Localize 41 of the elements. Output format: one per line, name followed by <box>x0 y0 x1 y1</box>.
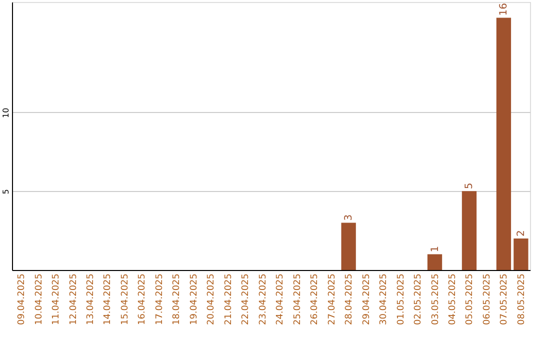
x-tick-label: 26.04.2025 <box>310 274 320 326</box>
x-tick-label: 02.05.2025 <box>414 274 424 326</box>
x-tick-label: 07.05.2025 <box>500 274 510 326</box>
data-label: 5 <box>464 182 476 190</box>
data-label: 2 <box>516 230 527 236</box>
data-label: 16 <box>498 3 510 16</box>
x-tick-label: 18.04.2025 <box>172 274 182 326</box>
x-tick-label: 11.04.2025 <box>52 274 62 326</box>
x-tick-label: 24.04.2025 <box>276 274 286 326</box>
x-tick-label: 09.04.2025 <box>17 274 28 326</box>
x-tick-label: 22.04.2025 <box>241 274 252 326</box>
x-tick-label: 15.04.2025 <box>120 274 130 326</box>
bar <box>496 18 512 270</box>
x-tick-label: 14.04.2025 <box>103 274 114 326</box>
x-tick-label: 05.05.2025 <box>465 274 476 326</box>
data-label: 3 <box>344 214 355 221</box>
x-tick-label: 12.04.2025 <box>68 274 79 326</box>
x-tick-label: 20.04.2025 <box>206 274 217 326</box>
x-tick-label: 08.05.2025 <box>516 274 527 326</box>
bar <box>427 254 442 270</box>
bar <box>341 222 356 270</box>
x-tick-label: 30.04.2025 <box>379 274 390 326</box>
bar <box>462 191 477 270</box>
x-tick-label: 25.04.2025 <box>292 274 303 326</box>
x-tick-label: 23.04.2025 <box>258 274 268 326</box>
x-tick-label: 27.04.2025 <box>327 274 338 326</box>
data-label: 1 <box>430 246 441 252</box>
x-tick-label: 21.04.2025 <box>224 274 234 326</box>
x-tick-label: 10.04.2025 <box>34 274 44 326</box>
x-tick-label: 16.04.2025 <box>138 274 148 326</box>
x-tick-label: 04.05.2025 <box>448 274 458 326</box>
x-tick-label: 17.04.2025 <box>154 274 165 326</box>
x-tick-label: 19.04.2025 <box>189 274 200 326</box>
x-tick-label: 13.04.2025 <box>86 274 96 326</box>
x-tick-label: 28.04.2025 <box>344 274 355 326</box>
x-tick-label: 03.05.2025 <box>430 274 441 326</box>
x-tick-label: 29.04.2025 <box>362 274 372 326</box>
y-tick-label: 10 <box>2 108 10 118</box>
bar <box>514 238 528 270</box>
x-tick-label: 06.05.2025 <box>482 274 492 326</box>
x-tick-label: 01.05.2025 <box>396 274 406 326</box>
